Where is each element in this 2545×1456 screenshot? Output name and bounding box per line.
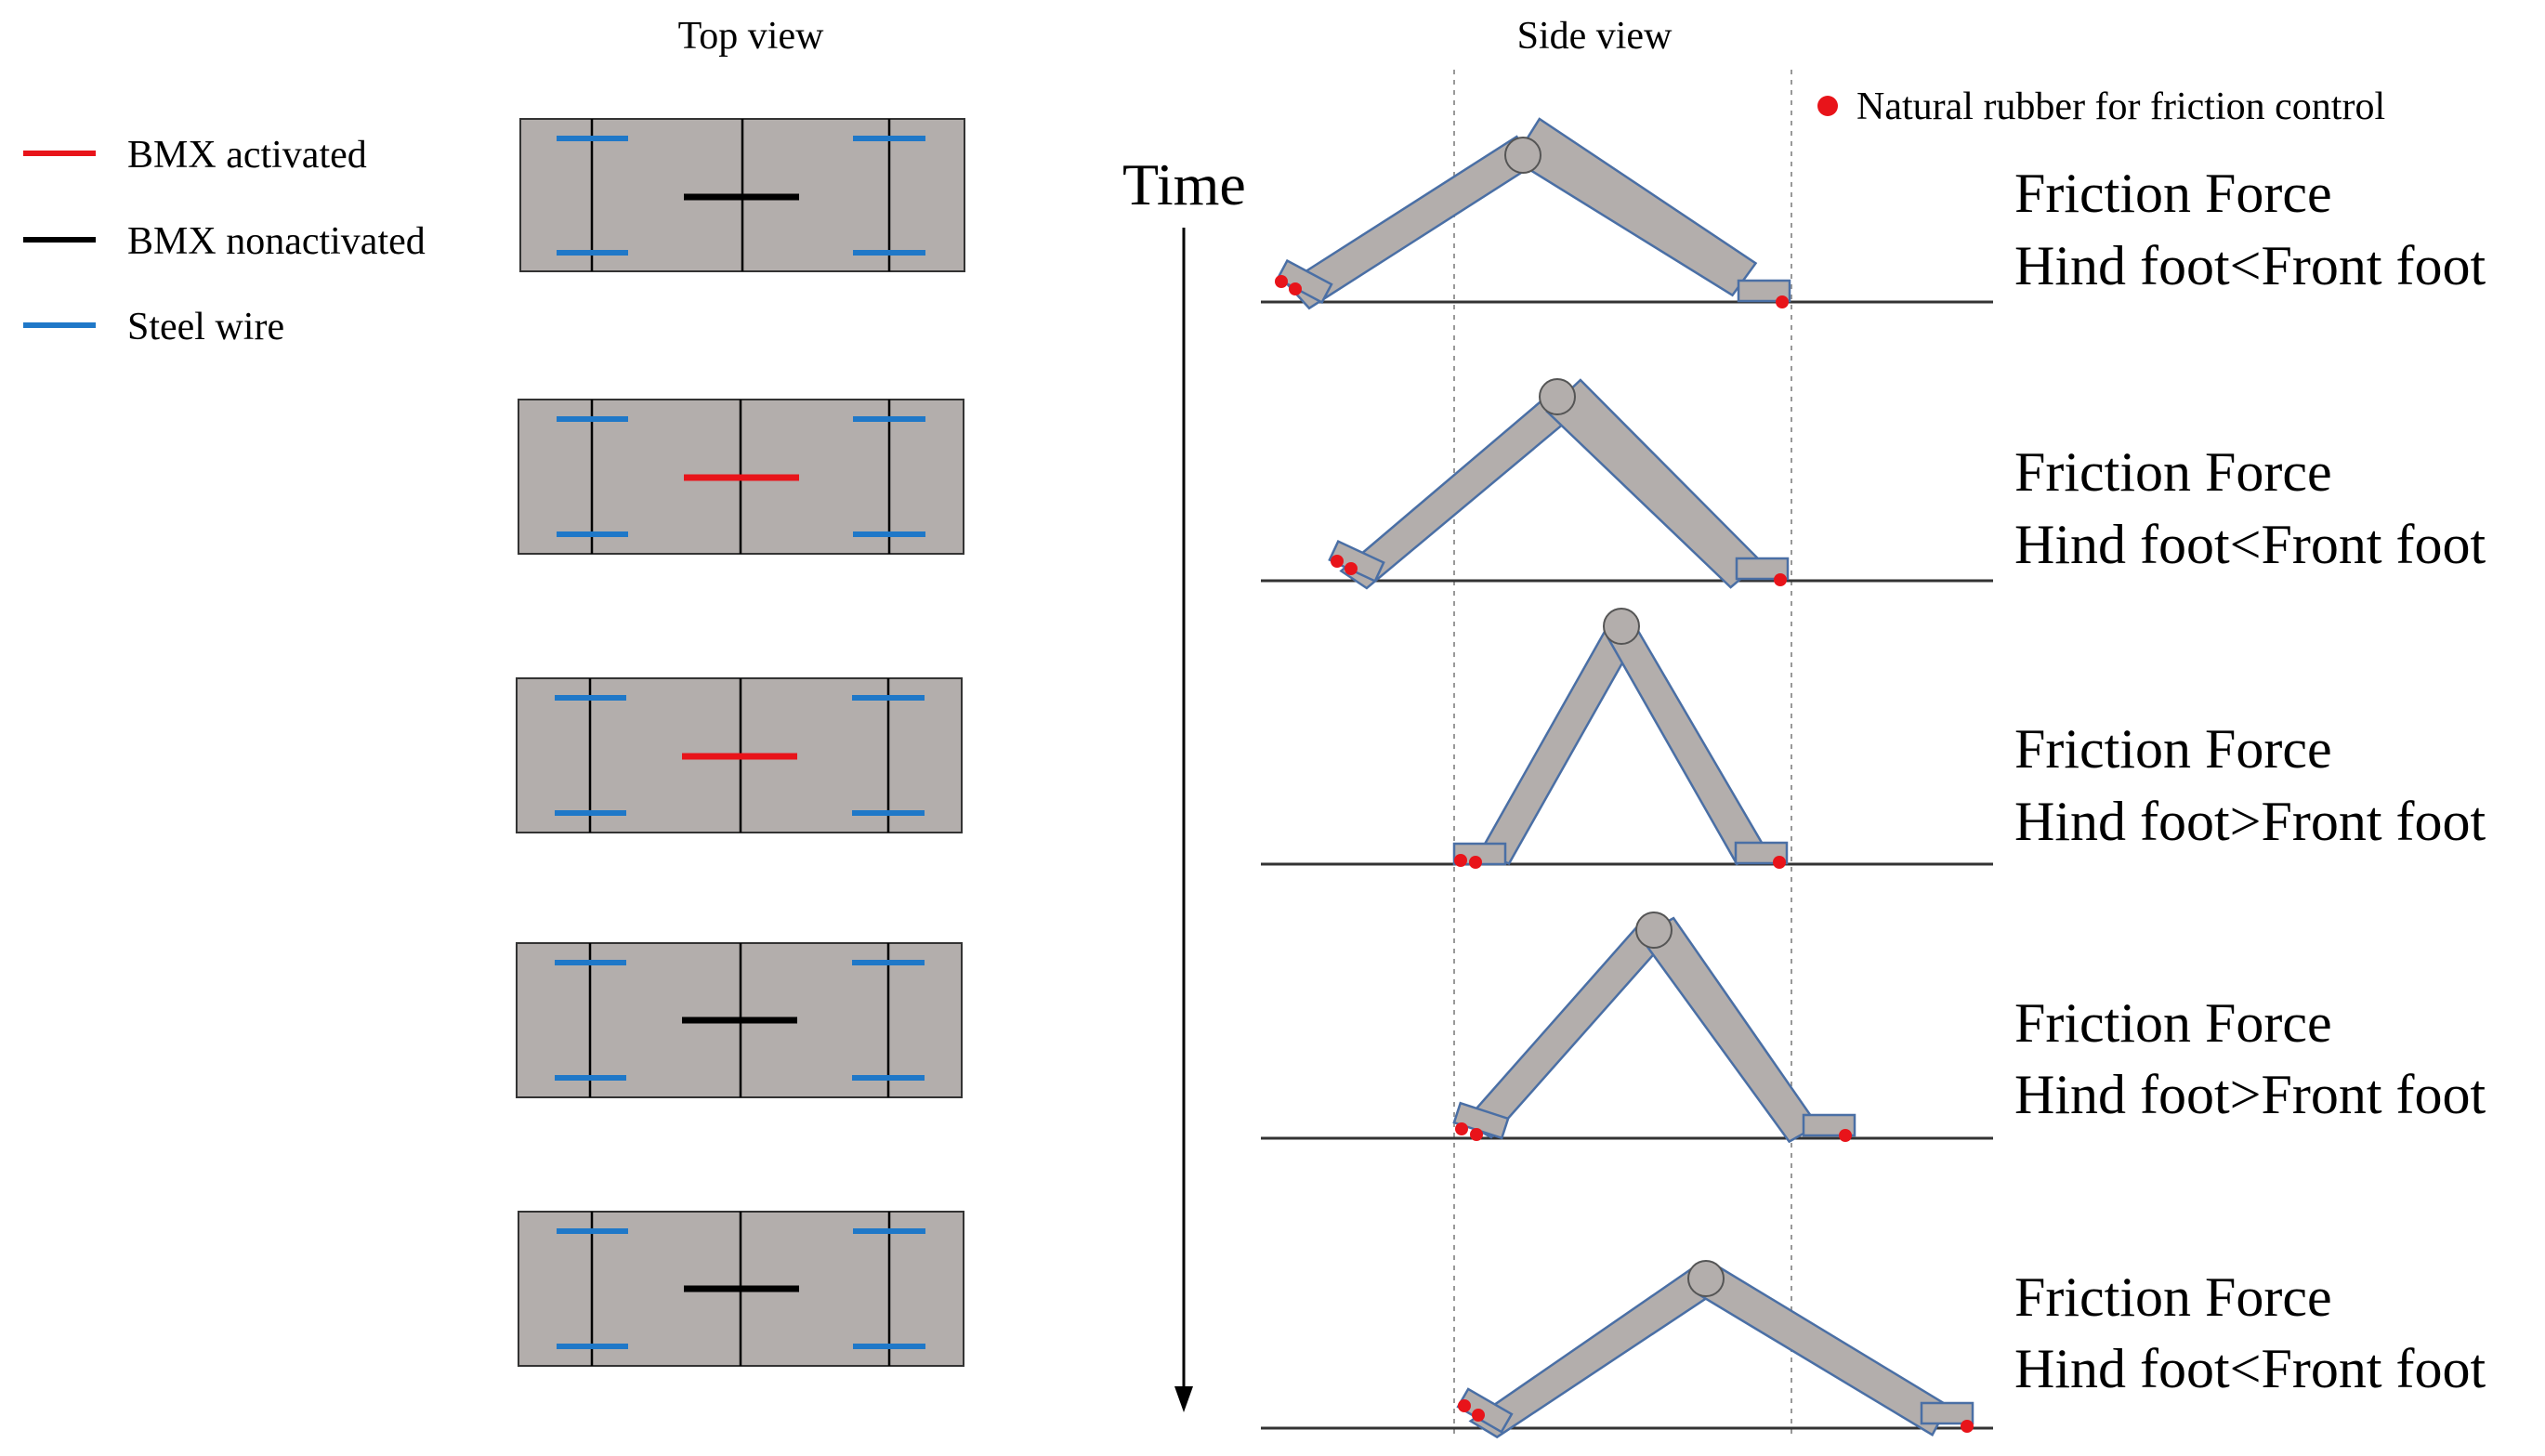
legend-label-bmx-activated: BMX activated <box>127 134 367 177</box>
friction-label-line1: Friction Force <box>2014 1266 2332 1328</box>
friction-label-line2: Hind foot<Front foot <box>2014 1338 2486 1399</box>
side-view-robot <box>1261 912 1993 1144</box>
friction-label-line1: Friction Force <box>2014 441 2332 503</box>
side-view-robot <box>1261 117 1993 310</box>
top-view-panel <box>516 677 963 833</box>
top-view-header: Top view <box>678 15 825 58</box>
time-label: Time <box>1122 151 1246 217</box>
friction-label-line1: Friction Force <box>2014 992 2332 1054</box>
time-arrow-head <box>1174 1386 1193 1412</box>
legend-label-steel-wire: Steel wire <box>127 306 284 348</box>
friction-label-line1: Friction Force <box>2014 718 2332 780</box>
legend-label-bmx-nonactivated: BMX nonactivated <box>127 220 426 263</box>
top-view-panel <box>518 399 964 555</box>
friction-label-line2: Hind foot<Front foot <box>2014 514 2486 575</box>
friction-label-line2: Hind foot>Front foot <box>2014 1064 2486 1125</box>
friction-label-line2: Hind foot<Front foot <box>2014 235 2486 296</box>
side-view-robot <box>1261 378 1993 590</box>
side-view-robot <box>1261 1260 1993 1439</box>
legend: BMX activated BMX nonactivated Steel wir… <box>23 134 426 348</box>
friction-label-line1: Friction Force <box>2014 163 2332 224</box>
top-view-panel <box>519 118 965 272</box>
side-view-header: Side view <box>1517 15 1673 58</box>
friction-label-line2: Hind foot>Front foot <box>2014 791 2486 852</box>
natural-rubber-label: Natural rubber for friction control <box>1856 85 2385 128</box>
top-view-panel <box>516 942 963 1098</box>
natural-rubber-marker <box>1817 96 1838 116</box>
side-view-robot <box>1261 608 1993 869</box>
top-view-panel <box>518 1211 964 1367</box>
